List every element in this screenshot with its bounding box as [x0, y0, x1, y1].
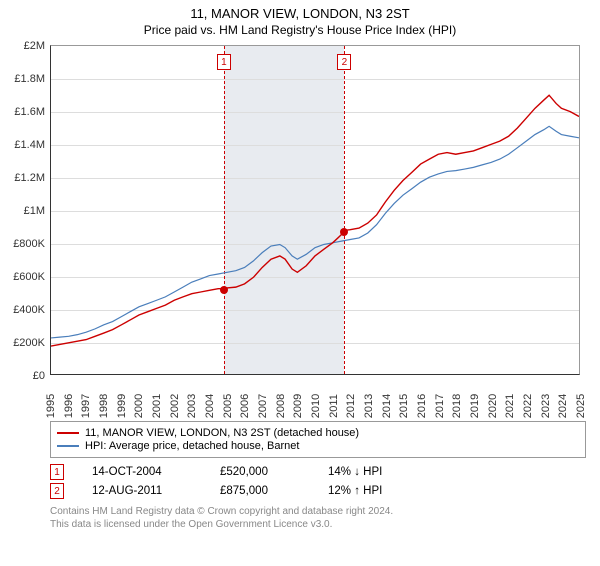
y-axis-label: £400K — [5, 304, 45, 316]
x-axis-label: 1996 — [63, 391, 75, 421]
x-axis-label: 2012 — [345, 391, 357, 421]
chart-plot-area: £0£200K£400K£600K£800K£1M£1.2M£1.4M£1.6M… — [50, 45, 580, 375]
event-row-1: 1 14-OCT-2004 £520,000 14% ↓ HPI — [50, 464, 586, 480]
y-axis-label: £0 — [5, 370, 45, 382]
x-axis-label: 2010 — [310, 391, 322, 421]
x-axis-label: 2009 — [292, 391, 304, 421]
legend-label-series1: 11, MANOR VIEW, LONDON, N3 2ST (detached… — [85, 427, 359, 439]
x-axis-label: 1999 — [116, 391, 128, 421]
x-axis-label: 1998 — [98, 391, 110, 421]
y-axis-label: £200K — [5, 337, 45, 349]
y-axis-label: £800K — [5, 238, 45, 250]
event-marker-1: 1 — [50, 464, 64, 480]
x-axis-label: 2008 — [275, 391, 287, 421]
legend-swatch-blue — [57, 445, 79, 447]
event-date-2: 12-AUG-2011 — [92, 485, 192, 497]
event-marker-2: 2 — [50, 483, 64, 499]
x-axis-label: 1995 — [45, 391, 57, 421]
series-svg — [51, 46, 579, 374]
series-line — [51, 95, 579, 346]
y-axis-label: £1.4M — [5, 139, 45, 151]
x-axis-label: 2014 — [381, 391, 393, 421]
x-axis-label: 2013 — [363, 391, 375, 421]
x-axis-label: 2007 — [257, 391, 269, 421]
event-date-1: 14-OCT-2004 — [92, 466, 192, 478]
event-price-1: £520,000 — [220, 466, 300, 478]
x-axis-label: 2017 — [434, 391, 446, 421]
y-axis-label: £600K — [5, 271, 45, 283]
x-axis-label: 2011 — [328, 391, 340, 421]
legend-row-series1: 11, MANOR VIEW, LONDON, N3 2ST (detached… — [57, 427, 579, 439]
x-axis-label: 2025 — [575, 391, 587, 421]
x-axis-label: 2004 — [204, 391, 216, 421]
y-axis-label: £1.6M — [5, 106, 45, 118]
x-axis-label: 2005 — [222, 391, 234, 421]
y-axis-label: £1M — [5, 205, 45, 217]
x-axis-label: 2024 — [557, 391, 569, 421]
event-row-2: 2 12-AUG-2011 £875,000 12% ↑ HPI — [50, 483, 586, 499]
event-delta-2: 12% ↑ HPI — [328, 485, 382, 497]
footer-line2: This data is licensed under the Open Gov… — [50, 518, 586, 531]
events-table: 1 14-OCT-2004 £520,000 14% ↓ HPI 2 12-AU… — [50, 464, 586, 499]
footer-line1: Contains HM Land Registry data © Crown c… — [50, 505, 586, 518]
chart-subtitle: Price paid vs. HM Land Registry's House … — [0, 23, 600, 37]
y-axis-label: £2M — [5, 40, 45, 52]
legend: 11, MANOR VIEW, LONDON, N3 2ST (detached… — [50, 421, 586, 458]
x-axis-label: 1997 — [80, 391, 92, 421]
series-line — [51, 126, 579, 338]
x-axis-label: 2016 — [416, 391, 428, 421]
event-price-2: £875,000 — [220, 485, 300, 497]
x-axis-label: 2003 — [186, 391, 198, 421]
x-axis-label: 2018 — [451, 391, 463, 421]
chart-title: 11, MANOR VIEW, LONDON, N3 2ST — [0, 6, 600, 21]
x-axis-label: 2006 — [239, 391, 251, 421]
legend-swatch-red — [57, 432, 79, 434]
x-axis-label: 2021 — [504, 391, 516, 421]
footer: Contains HM Land Registry data © Crown c… — [50, 505, 586, 531]
event-delta-1: 14% ↓ HPI — [328, 466, 382, 478]
x-axis-label: 2020 — [487, 391, 499, 421]
x-axis-label: 2001 — [151, 391, 163, 421]
legend-row-series2: HPI: Average price, detached house, Barn… — [57, 440, 579, 452]
y-axis-label: £1.2M — [5, 172, 45, 184]
x-axis-label: 2019 — [469, 391, 481, 421]
x-axis-label: 2015 — [398, 391, 410, 421]
x-axis-label: 2002 — [169, 391, 181, 421]
x-axis-label: 2022 — [522, 391, 534, 421]
y-axis-label: £1.8M — [5, 73, 45, 85]
x-axis-label: 2023 — [540, 391, 552, 421]
legend-label-series2: HPI: Average price, detached house, Barn… — [85, 440, 299, 452]
x-axis-label: 2000 — [133, 391, 145, 421]
